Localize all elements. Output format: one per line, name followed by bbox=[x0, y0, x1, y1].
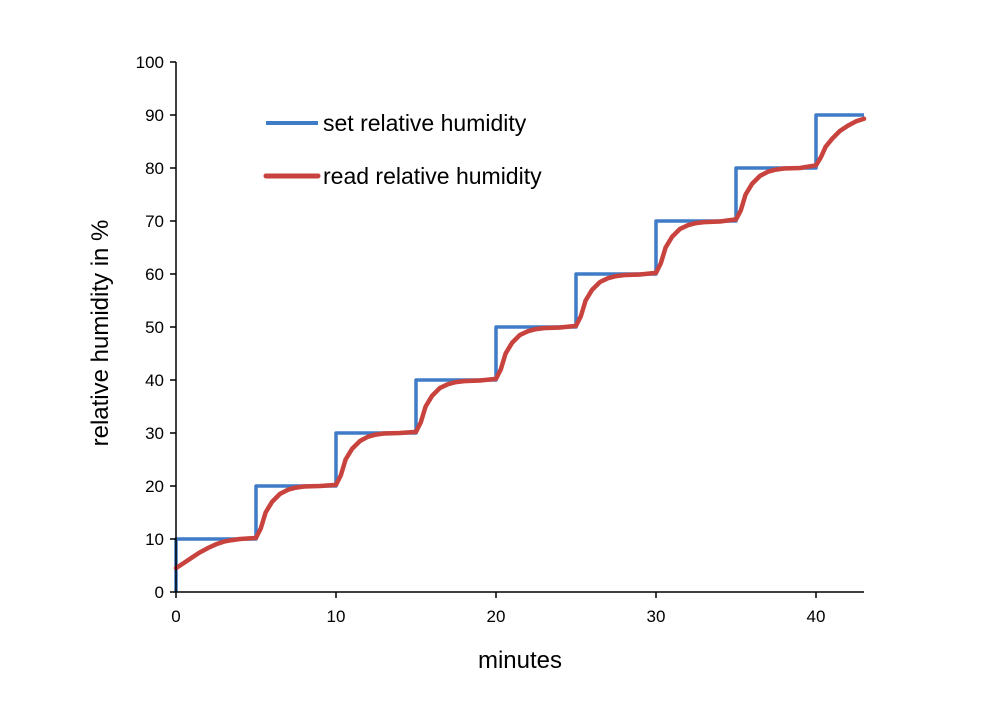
x-tick-label: 10 bbox=[327, 607, 346, 626]
legend: set relative humidity read relative humi… bbox=[263, 110, 542, 189]
y-tick-label: 100 bbox=[136, 53, 164, 72]
tick-labels: 0 10 20 30 40 50 60 70 80 90 100 0 10 20 30 40 bbox=[136, 53, 826, 626]
y-tick-label: 60 bbox=[145, 265, 164, 284]
legend-label-set: set relative humidity bbox=[323, 110, 527, 136]
x-tick-label: 30 bbox=[647, 607, 666, 626]
y-tick-label: 30 bbox=[145, 424, 164, 443]
series-layer bbox=[173, 113, 867, 592]
x-axis-title: minutes bbox=[478, 647, 562, 674]
x-tick-label: 20 bbox=[487, 607, 506, 626]
y-tick-label: 20 bbox=[145, 477, 164, 496]
series-line-set bbox=[174, 113, 864, 592]
y-tick-label: 40 bbox=[145, 371, 164, 390]
y-tick-label: 50 bbox=[145, 318, 164, 337]
x-tick-label: 0 bbox=[171, 607, 180, 626]
y-axis-title: relative humidity in % bbox=[87, 220, 114, 447]
y-tick-label: 0 bbox=[155, 583, 164, 602]
tick-marks bbox=[170, 61, 817, 598]
series-line-read bbox=[173, 116, 867, 571]
y-tick-label: 10 bbox=[145, 530, 164, 549]
y-tick-label: 70 bbox=[145, 212, 164, 231]
x-tick-label: 40 bbox=[807, 607, 826, 626]
legend-label-read: read relative humidity bbox=[323, 163, 542, 189]
y-tick-label: 90 bbox=[145, 106, 164, 125]
y-tick-label: 80 bbox=[145, 159, 164, 178]
